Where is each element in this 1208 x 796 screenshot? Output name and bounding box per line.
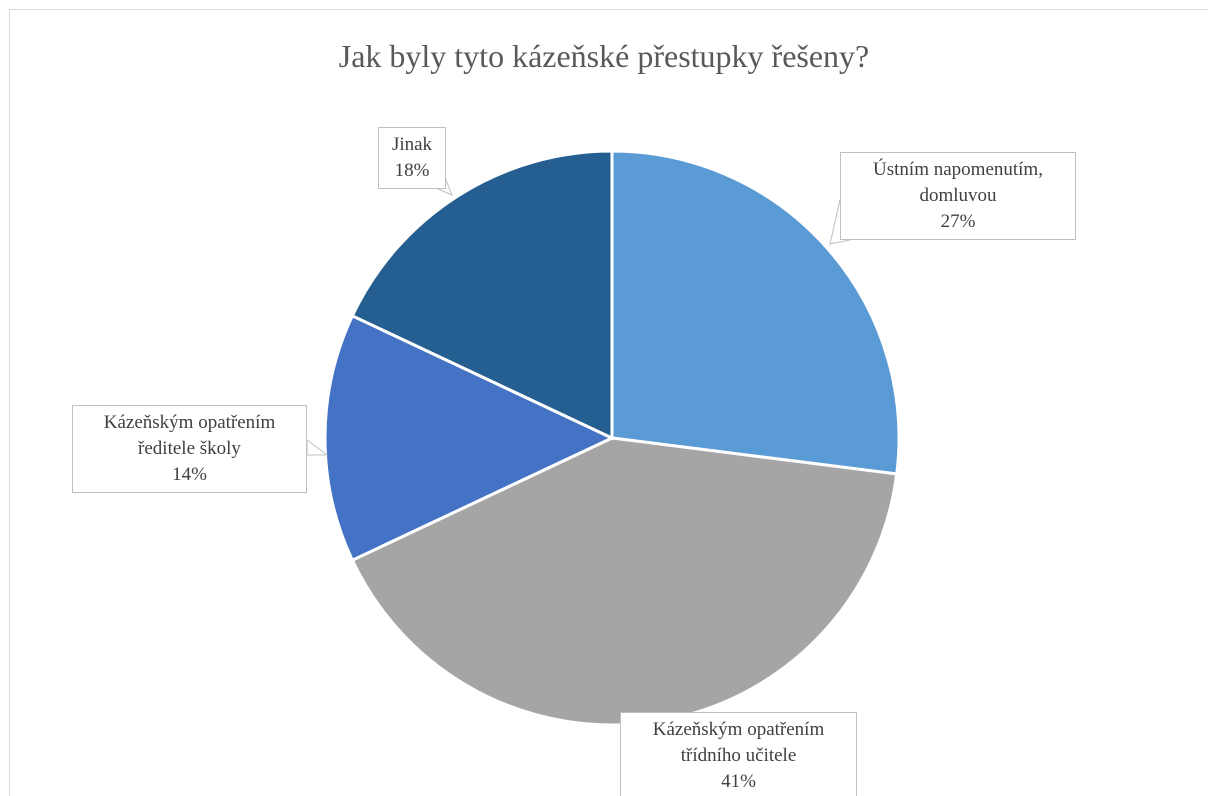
data-label: Kázeňským opatřením třídního učitele 41% — [620, 712, 857, 796]
category-label: Kázeňským opatřením ředitele školy — [103, 412, 276, 459]
data-label: Jinak 18% — [378, 127, 446, 189]
value-label: 18% — [394, 160, 430, 181]
data-label: Kázeňským opatřením ředitele školy 14% — [72, 405, 307, 493]
callout-pointer — [306, 439, 329, 456]
pie-slice — [323, 313, 616, 563]
category-label: Jinak — [391, 134, 433, 155]
chart-title: Jak byly tyto kázeňské přestupky řešeny? — [338, 38, 870, 74]
data-label: Ústním napomenutím, domluvou 27% — [840, 152, 1076, 240]
chart-frame — [9, 9, 1208, 796]
pie-slice — [610, 149, 901, 476]
pie-slice — [350, 149, 614, 441]
value-label: 14% — [172, 464, 207, 485]
value-label: 41% — [721, 771, 756, 792]
value-label: 27% — [940, 211, 976, 232]
pie — [323, 149, 901, 727]
category-label: Kázeňským opatřením třídního učitele — [652, 719, 825, 766]
category-label: Ústním napomenutím, domluvou — [873, 159, 1043, 206]
